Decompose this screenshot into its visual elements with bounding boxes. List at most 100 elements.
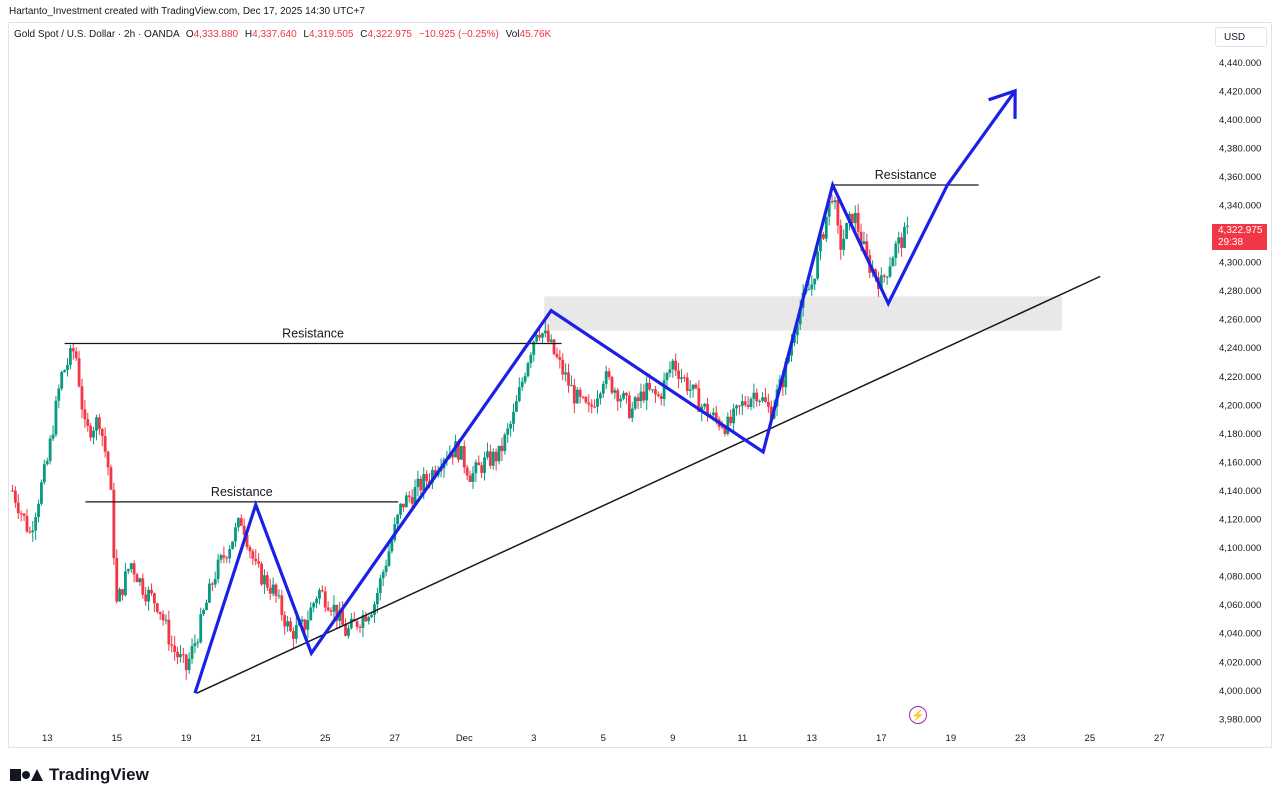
- candle-body: [790, 342, 793, 356]
- candle-body: [677, 370, 680, 379]
- candle-body: [280, 595, 284, 616]
- x-tick-label: 23: [1015, 733, 1026, 744]
- candle-body: [830, 201, 834, 203]
- candle-body: [604, 371, 608, 384]
- candle-body: [535, 334, 539, 342]
- candle-body: [265, 575, 269, 588]
- candle-body: [459, 446, 463, 460]
- uptrend-line: [196, 275, 1101, 694]
- candle-body: [381, 572, 385, 579]
- candle-body: [526, 363, 530, 377]
- resistance-label: Resistance: [282, 326, 344, 340]
- candle-body: [575, 389, 579, 404]
- candle-body: [210, 583, 214, 585]
- candle-body: [885, 276, 889, 278]
- y-tick-label: 4,140.000: [1219, 486, 1261, 497]
- candle-body: [697, 388, 701, 412]
- candle-body: [558, 356, 562, 360]
- candle-body: [769, 406, 773, 419]
- candle-body: [532, 341, 536, 355]
- candle-body: [179, 654, 182, 658]
- candle-body: [57, 388, 61, 401]
- candle-body: [674, 360, 678, 371]
- candle-body: [503, 434, 507, 452]
- candle-body: [222, 555, 226, 558]
- chart-frame: [8, 22, 1272, 748]
- x-tick-label: 19: [946, 733, 957, 744]
- candle-body: [451, 453, 455, 458]
- candle-body: [506, 428, 510, 435]
- candle-body: [413, 487, 417, 504]
- candle-body: [367, 617, 371, 622]
- candle-body: [378, 578, 382, 593]
- candle-body: [821, 234, 825, 239]
- y-tick-label: 4,280.000: [1219, 286, 1261, 297]
- candle-body: [83, 409, 87, 420]
- candle-body: [312, 603, 316, 608]
- candle-body: [390, 540, 394, 552]
- candle-body: [480, 465, 484, 473]
- candle-body: [419, 478, 423, 491]
- candle-body: [468, 475, 472, 482]
- candle-body: [234, 527, 237, 542]
- candle-body: [703, 403, 707, 407]
- candle-body: [100, 428, 104, 437]
- tradingview-logo[interactable]: TradingView: [10, 765, 149, 785]
- candle-body: [231, 541, 234, 549]
- candle-body: [384, 565, 388, 573]
- candle-body: [720, 426, 724, 428]
- candle-body: [396, 514, 400, 525]
- candle-body: [187, 658, 191, 671]
- candle-body: [260, 563, 263, 585]
- candle-body: [567, 372, 570, 386]
- candle-body: [347, 628, 350, 636]
- candle-body: [905, 225, 909, 227]
- candle-body: [306, 620, 310, 630]
- candle-body: [109, 467, 113, 490]
- candle-body: [19, 513, 23, 515]
- candle-body: [882, 275, 886, 277]
- x-tick-label: 17: [876, 733, 887, 744]
- y-tick-label: 4,400.000: [1219, 115, 1261, 126]
- candle-body: [126, 569, 130, 572]
- candle-body: [283, 615, 287, 627]
- candle-body: [538, 334, 541, 338]
- candle-body: [31, 530, 35, 533]
- close-label: C: [360, 29, 368, 40]
- resistance-label: Resistance: [211, 485, 273, 499]
- candle-body: [685, 377, 689, 391]
- currency-selector[interactable]: USD: [1215, 27, 1267, 47]
- candle-body: [202, 610, 206, 615]
- candle-body: [219, 555, 223, 560]
- candle-body: [323, 591, 327, 608]
- candle-body: [422, 474, 426, 491]
- candle-body: [370, 614, 373, 618]
- candle-body: [755, 392, 759, 402]
- symbol-name[interactable]: Gold Spot / U.S. Dollar · 2h · OANDA: [14, 29, 180, 40]
- candle-body: [572, 385, 576, 404]
- candle-body: [520, 381, 524, 388]
- candle-body: [225, 557, 229, 559]
- y-tick-label: 4,000.000: [1219, 686, 1261, 697]
- candle-body: [694, 384, 698, 389]
- candle-body: [164, 619, 168, 621]
- candle-body: [853, 212, 857, 224]
- y-tick-label: 4,080.000: [1219, 572, 1261, 583]
- candle-body: [54, 400, 58, 435]
- candle-body: [523, 376, 527, 382]
- projection-arrowhead: [988, 88, 1017, 119]
- candle-body: [732, 408, 736, 424]
- last-price-tag: 4,322.975 29:38: [1212, 224, 1267, 250]
- candle-body: [651, 389, 654, 391]
- candle-body: [338, 610, 342, 621]
- x-tick-label: Dec: [456, 733, 473, 744]
- candle-body: [813, 278, 817, 285]
- candle-body: [474, 462, 478, 474]
- candle-body: [758, 400, 762, 402]
- candle-body: [714, 412, 718, 420]
- lightning-icon[interactable]: ⚡: [909, 706, 927, 724]
- candle-body: [315, 598, 318, 604]
- candle-body: [465, 467, 469, 476]
- candle-body: [25, 515, 29, 532]
